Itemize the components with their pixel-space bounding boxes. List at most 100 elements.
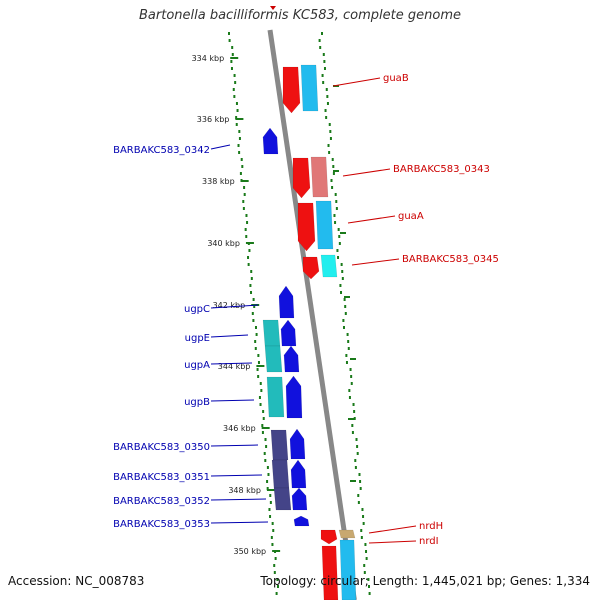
gc-dot bbox=[253, 305, 256, 308]
gc-dot bbox=[329, 137, 332, 140]
tick-label: 350 kbp bbox=[234, 547, 267, 556]
gc-dot bbox=[268, 508, 271, 511]
gc-dot bbox=[344, 312, 347, 315]
tick-label: 344 kbp bbox=[218, 362, 251, 371]
gc-dot bbox=[368, 585, 371, 588]
gc-dot bbox=[368, 592, 371, 595]
gc-dot bbox=[250, 277, 253, 280]
leader-BARBAKC583_0350 bbox=[210, 444, 259, 447]
leader-ugpE bbox=[210, 334, 249, 338]
gc-dot bbox=[326, 95, 329, 98]
gene-label-BARBAKC583_0343: BARBAKC583_0343 bbox=[393, 164, 490, 175]
tick-mark bbox=[266, 489, 275, 491]
gene-guaB-cog bbox=[300, 64, 319, 112]
gene-BARBAKC583_0351 bbox=[290, 459, 307, 489]
gc-dot bbox=[354, 466, 357, 469]
gc-dot bbox=[228, 39, 231, 42]
gene-ugpB-cog bbox=[266, 376, 285, 418]
gc-dot bbox=[255, 333, 258, 336]
gc-bar bbox=[350, 358, 356, 360]
gene-BARBAKC583_0345-cog bbox=[320, 254, 338, 278]
gene-BARBAKC583_0352-cog bbox=[273, 487, 292, 511]
gc-dot bbox=[337, 228, 340, 231]
gc-dot bbox=[362, 522, 365, 525]
gc-dot bbox=[328, 123, 331, 126]
gene-ugpA-cog bbox=[264, 345, 283, 373]
gc-dot bbox=[344, 305, 347, 308]
gc-dot bbox=[350, 382, 353, 385]
tick-mark bbox=[245, 242, 254, 244]
gc-dot bbox=[247, 256, 250, 259]
leader-ugpA bbox=[210, 362, 253, 365]
gc-dot bbox=[341, 270, 344, 273]
gc-dot bbox=[254, 340, 257, 343]
gc-dot bbox=[260, 389, 263, 392]
backbone-line bbox=[267, 29, 357, 600]
gc-dot bbox=[235, 102, 238, 105]
gc-dot bbox=[269, 501, 272, 504]
gc-dot bbox=[364, 543, 367, 546]
gc-dot bbox=[365, 557, 368, 560]
gc-dot bbox=[330, 179, 333, 182]
gc-dot bbox=[236, 109, 239, 112]
tick-label: 334 kbp bbox=[192, 54, 225, 63]
tick-label: 342 kbp bbox=[213, 301, 246, 310]
gene-ugpC bbox=[278, 285, 295, 319]
gc-dot bbox=[247, 263, 250, 266]
gc-dot bbox=[272, 529, 275, 532]
leader-BARBAKC583_0342 bbox=[210, 144, 231, 150]
gc-dot bbox=[274, 557, 277, 560]
gc-dot bbox=[343, 298, 346, 301]
gc-dot bbox=[349, 368, 352, 371]
gc-dot bbox=[352, 403, 355, 406]
gene-nrdI-cog bbox=[339, 539, 357, 600]
gc-dot bbox=[348, 396, 351, 399]
gc-dot bbox=[323, 60, 326, 63]
gc-dot bbox=[263, 452, 266, 455]
gc-dot bbox=[230, 67, 233, 70]
gc-dot bbox=[252, 298, 255, 301]
gc-dot bbox=[325, 116, 328, 119]
leader-BARBAKC583_0343 bbox=[342, 168, 391, 177]
gc-dot bbox=[273, 564, 276, 567]
gc-dot bbox=[356, 452, 359, 455]
gc-dot bbox=[265, 445, 268, 448]
gene-ugpE bbox=[280, 319, 297, 347]
gc-dot bbox=[322, 81, 325, 84]
gc-dot bbox=[252, 319, 255, 322]
gc-dot bbox=[254, 326, 257, 329]
gc-dot bbox=[338, 235, 341, 238]
gc-bar bbox=[344, 296, 350, 298]
gene-guaA-cog bbox=[315, 200, 334, 250]
gc-dot bbox=[259, 403, 262, 406]
gc-dot bbox=[367, 578, 370, 581]
gc-dot bbox=[346, 333, 349, 336]
gc-dot bbox=[321, 74, 324, 77]
gc-dot bbox=[323, 67, 326, 70]
gc-dot bbox=[257, 361, 260, 364]
gc-dot bbox=[270, 536, 273, 539]
gene-label-ugpE: ugpE bbox=[185, 333, 210, 344]
gc-dot bbox=[334, 221, 337, 224]
gc-dot bbox=[334, 193, 337, 196]
map-title: Bartonella bacilliformis KC583, complete… bbox=[139, 8, 461, 23]
gc-dot bbox=[363, 564, 366, 567]
gene-BARBAKC583_0343 bbox=[292, 157, 311, 199]
tick-label: 348 kbp bbox=[228, 486, 261, 495]
leader-BARBAKC583_0353 bbox=[210, 521, 269, 524]
gc-dot bbox=[363, 571, 366, 574]
gene-label-BARBAKC583_0353: BARBAKC583_0353 bbox=[113, 519, 210, 530]
gc-dot bbox=[340, 291, 343, 294]
gc-dot bbox=[357, 494, 360, 497]
gc-bar bbox=[333, 170, 339, 172]
gc-dot bbox=[336, 249, 339, 252]
gc-dot bbox=[353, 410, 356, 413]
gc-dot bbox=[348, 389, 351, 392]
gc-dot bbox=[331, 158, 334, 161]
leader-BARBAKC583_0351 bbox=[210, 474, 263, 477]
gc-dot bbox=[248, 249, 251, 252]
gc-content-track-right bbox=[318, 32, 371, 595]
gene-nrdH-cog bbox=[338, 529, 356, 539]
